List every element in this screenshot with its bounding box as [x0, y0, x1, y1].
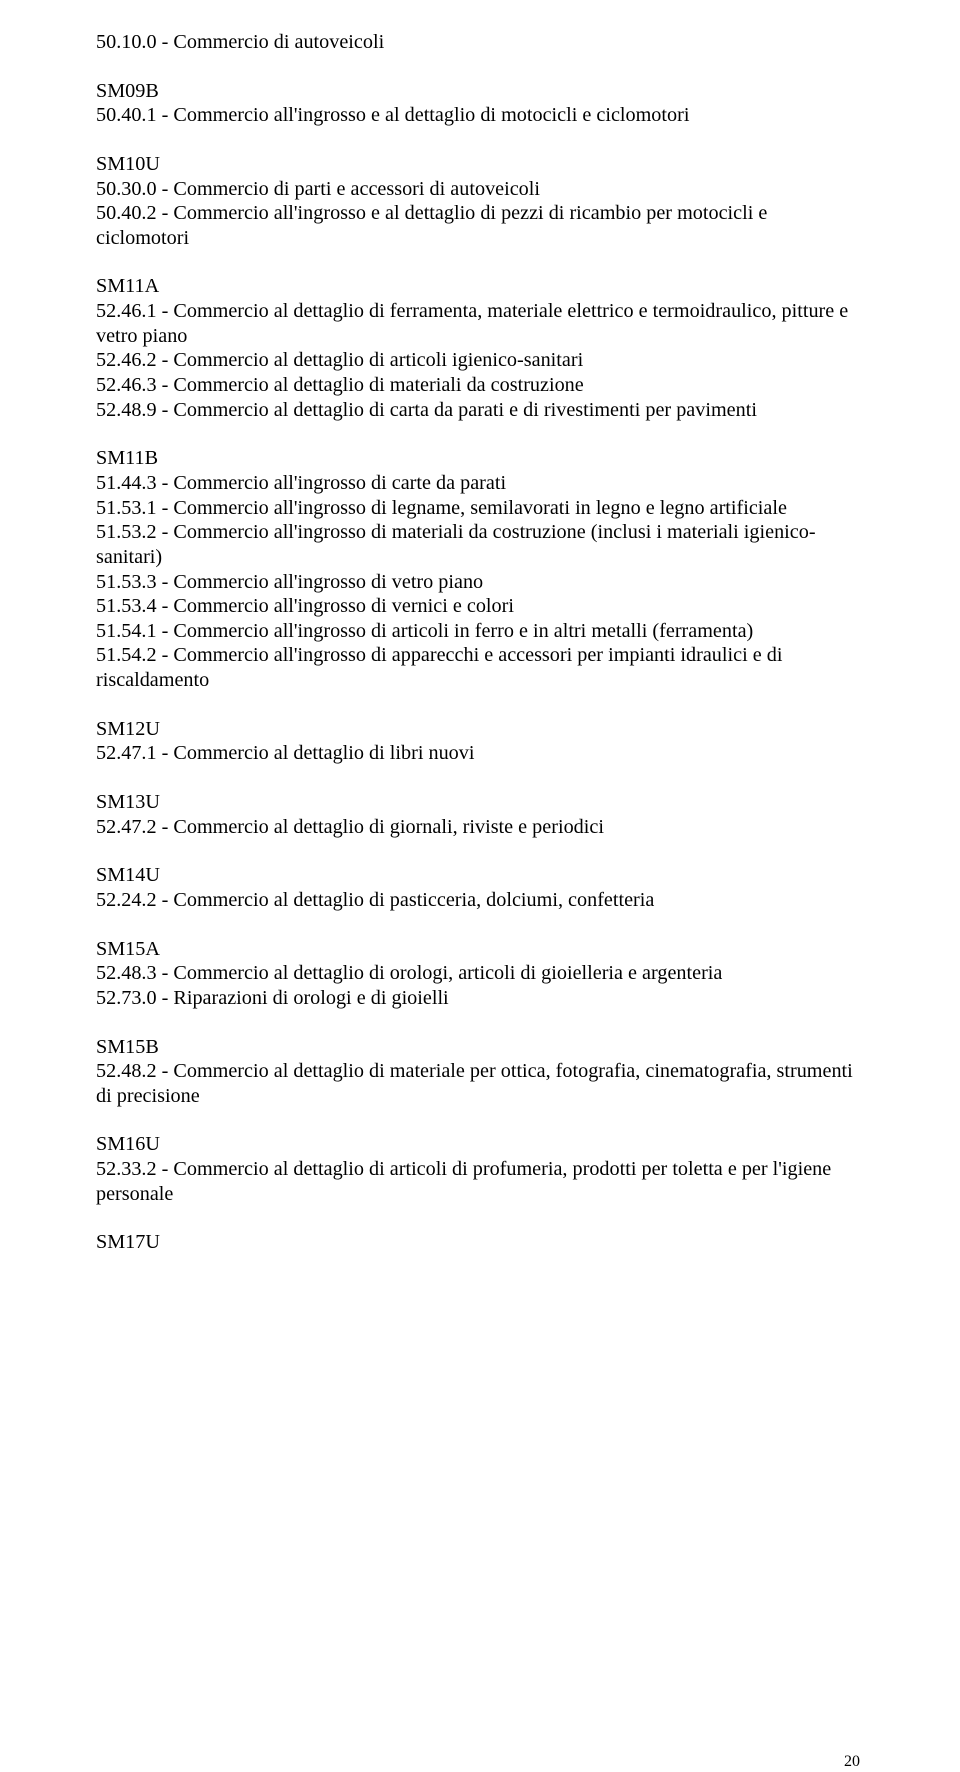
- text-line: 50.10.0 - Commercio di autoveicoli: [96, 30, 864, 55]
- text-line: SM17U: [96, 1230, 864, 1255]
- text-line: SM15B: [96, 1035, 864, 1060]
- text-line: 52.48.3 - Commercio al dettaglio di orol…: [96, 961, 864, 986]
- blank-line: [96, 1206, 864, 1230]
- text-line: 51.44.3 - Commercio all'ingrosso di cart…: [96, 471, 864, 496]
- text-line: 52.46.3 - Commercio al dettaglio di mate…: [96, 373, 864, 398]
- blank-line: [96, 128, 864, 152]
- blank-line: [96, 839, 864, 863]
- text-line: 52.46.1 - Commercio al dettaglio di ferr…: [96, 299, 864, 348]
- text-line: 52.33.2 - Commercio al dettaglio di arti…: [96, 1157, 864, 1206]
- text-line: 50.30.0 - Commercio di parti e accessori…: [96, 177, 864, 202]
- text-line: SM12U: [96, 717, 864, 742]
- document-body: 50.10.0 - Commercio di autoveicoliSM09B5…: [96, 30, 864, 1255]
- text-line: 51.54.1 - Commercio all'ingrosso di arti…: [96, 619, 864, 644]
- text-line: SM15A: [96, 937, 864, 962]
- blank-line: [96, 766, 864, 790]
- blank-line: [96, 693, 864, 717]
- text-line: 51.54.2 - Commercio all'ingrosso di appa…: [96, 643, 864, 692]
- text-line: SM14U: [96, 863, 864, 888]
- text-line: SM13U: [96, 790, 864, 815]
- blank-line: [96, 1011, 864, 1035]
- text-line: 51.53.1 - Commercio all'ingrosso di legn…: [96, 496, 864, 521]
- page-number: 20: [844, 1753, 860, 1771]
- text-line: 52.73.0 - Riparazioni di orologi e di gi…: [96, 986, 864, 1011]
- blank-line: [96, 913, 864, 937]
- text-line: 50.40.1 - Commercio all'ingrosso e al de…: [96, 103, 864, 128]
- blank-line: [96, 250, 864, 274]
- text-line: 51.53.4 - Commercio all'ingrosso di vern…: [96, 594, 864, 619]
- text-line: SM10U: [96, 152, 864, 177]
- text-line: 51.53.2 - Commercio all'ingrosso di mate…: [96, 520, 864, 569]
- text-line: 52.24.2 - Commercio al dettaglio di past…: [96, 888, 864, 913]
- text-line: SM09B: [96, 79, 864, 104]
- blank-line: [96, 55, 864, 79]
- text-line: 50.40.2 - Commercio all'ingrosso e al de…: [96, 201, 864, 250]
- text-line: 52.46.2 - Commercio al dettaglio di arti…: [96, 348, 864, 373]
- blank-line: [96, 422, 864, 446]
- text-line: 52.48.9 - Commercio al dettaglio di cart…: [96, 398, 864, 423]
- text-line: 52.47.1 - Commercio al dettaglio di libr…: [96, 741, 864, 766]
- text-line: 52.48.2 - Commercio al dettaglio di mate…: [96, 1059, 864, 1108]
- blank-line: [96, 1108, 864, 1132]
- text-line: SM11A: [96, 274, 864, 299]
- text-line: SM16U: [96, 1132, 864, 1157]
- text-line: 51.53.3 - Commercio all'ingrosso di vetr…: [96, 570, 864, 595]
- text-line: 52.47.2 - Commercio al dettaglio di gior…: [96, 815, 864, 840]
- text-line: SM11B: [96, 446, 864, 471]
